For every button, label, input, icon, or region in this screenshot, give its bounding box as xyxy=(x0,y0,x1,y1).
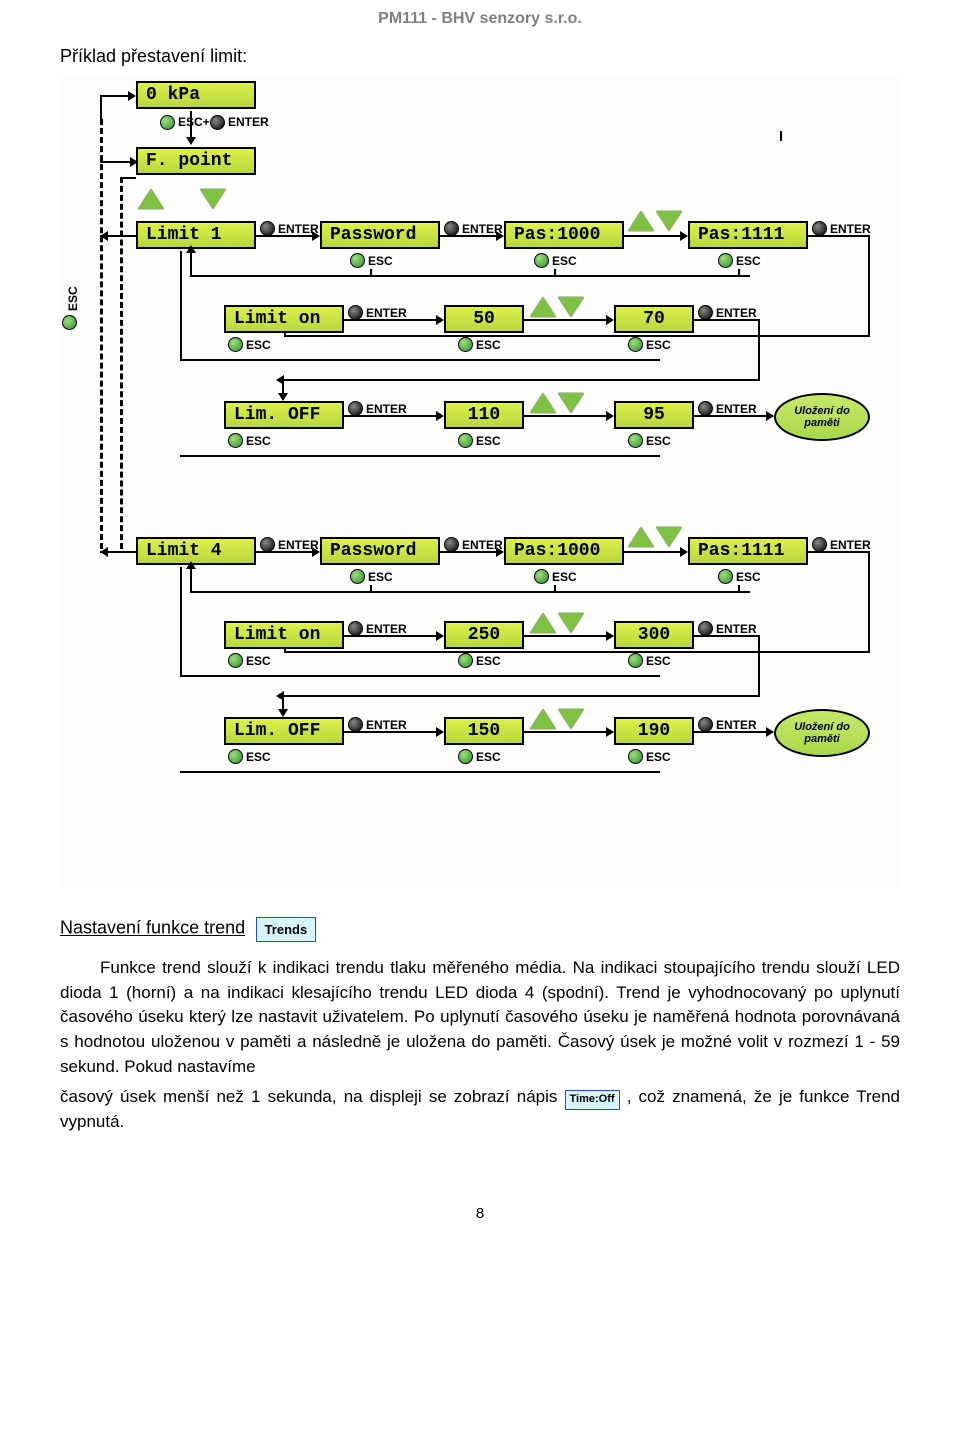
timeoff-badge: Time:Off xyxy=(565,1090,620,1110)
enter-dot-icon xyxy=(698,717,713,732)
esc-vertical-label: ESC xyxy=(66,286,80,311)
enter-dot-icon xyxy=(260,537,275,552)
enter-dot-icon xyxy=(348,621,363,636)
trends-badge: Trends xyxy=(256,917,317,942)
down-icon xyxy=(656,211,682,231)
esc-dot-icon xyxy=(160,115,175,130)
node-limiton2: Limit on xyxy=(224,621,344,649)
node-pas1000a: Pas:1000 xyxy=(504,221,624,249)
up-icon xyxy=(530,709,556,729)
enter-dot-icon xyxy=(260,221,275,236)
enter-dot-icon xyxy=(812,537,827,552)
example-title: Příklad přestavení limit: xyxy=(60,46,900,67)
down-icon xyxy=(558,709,584,729)
enter-dot-icon xyxy=(348,305,363,320)
node-fpoint: F. point xyxy=(136,147,256,175)
body-paragraph-1: Funkce trend slouží k indikaci trendu tl… xyxy=(60,956,900,1079)
esc-dot-icon xyxy=(458,433,473,448)
enter-dot-icon xyxy=(698,305,713,320)
enter-dot-icon xyxy=(444,221,459,236)
section-heading: Nastavení funkce trend xyxy=(60,918,245,938)
enter-dot-icon xyxy=(698,621,713,636)
trunk-dashed xyxy=(100,119,103,549)
node-password2: Password xyxy=(320,537,440,565)
save-oval: Uložení do paměti xyxy=(774,709,870,757)
node-limit1: Limit 1 xyxy=(136,221,256,249)
enter-label: ENTER xyxy=(228,115,269,129)
esc-dot-icon xyxy=(458,337,473,352)
esc-dot-icon xyxy=(458,749,473,764)
enter-dot-icon xyxy=(444,537,459,552)
esc-dot-icon xyxy=(534,569,549,584)
page-header: PM111 - BHV senzory s.r.o. xyxy=(60,10,900,28)
enter-dot-icon xyxy=(348,717,363,732)
up-icon xyxy=(530,297,556,317)
node-300: 300 xyxy=(614,621,694,649)
esc-dot-icon xyxy=(718,253,733,268)
node-pas1111a: Pas:1111 xyxy=(688,221,808,249)
esc-dot-icon xyxy=(628,653,643,668)
node-limoff2: Lim. OFF xyxy=(224,717,344,745)
enter-dot-icon xyxy=(698,401,713,416)
esc-dot-icon xyxy=(458,653,473,668)
esc-dot-icon xyxy=(628,433,643,448)
down-icon xyxy=(558,393,584,413)
node-50: 50 xyxy=(444,305,524,333)
node-150: 150 xyxy=(444,717,524,745)
esc-label: ESC+ xyxy=(178,115,210,129)
up-icon xyxy=(628,527,654,547)
esc-dot-icon xyxy=(228,653,243,668)
body-paragraph-2: časový úsek menší než 1 sekunda, na disp… xyxy=(60,1085,900,1135)
esc-dot-icon xyxy=(228,433,243,448)
node-password1: Password xyxy=(320,221,440,249)
esc-dot-icon xyxy=(228,749,243,764)
node-110: 110 xyxy=(444,401,524,429)
node-pas1000b: Pas:1000 xyxy=(504,537,624,565)
up-icon xyxy=(628,211,654,231)
esc-dot-icon xyxy=(350,569,365,584)
enter-dot-icon xyxy=(210,115,225,130)
esc-dot-icon xyxy=(628,749,643,764)
up-icon xyxy=(530,393,556,413)
node-pas1111b: Pas:1111 xyxy=(688,537,808,565)
esc-dot-icon xyxy=(62,315,77,330)
up-icon xyxy=(138,189,164,209)
esc-dot-icon xyxy=(350,253,365,268)
node-250: 250 xyxy=(444,621,524,649)
node-0kpa: 0 kPa xyxy=(136,81,256,109)
page-number: 8 xyxy=(60,1205,900,1222)
up-icon xyxy=(530,613,556,633)
esc-dot-icon xyxy=(718,569,733,584)
down-icon xyxy=(558,613,584,633)
node-limit4: Limit 4 xyxy=(136,537,256,565)
down-icon xyxy=(656,527,682,547)
trunk-dashed-2 xyxy=(120,177,123,549)
node-limiton1: Limit on xyxy=(224,305,344,333)
down-icon xyxy=(200,189,226,209)
node-limoff1: Lim. OFF xyxy=(224,401,344,429)
node-95: 95 xyxy=(614,401,694,429)
node-190: 190 xyxy=(614,717,694,745)
esc-dot-icon xyxy=(628,337,643,352)
down-icon xyxy=(558,297,584,317)
esc-dot-icon xyxy=(534,253,549,268)
node-70: 70 xyxy=(614,305,694,333)
flow-diagram: ESC 0 kPa ESC+ ENTER F. point Limit 1 EN… xyxy=(60,75,900,887)
save-oval: Uložení do paměti xyxy=(774,393,870,441)
enter-dot-icon xyxy=(348,401,363,416)
enter-dot-icon xyxy=(812,221,827,236)
esc-dot-icon xyxy=(228,337,243,352)
